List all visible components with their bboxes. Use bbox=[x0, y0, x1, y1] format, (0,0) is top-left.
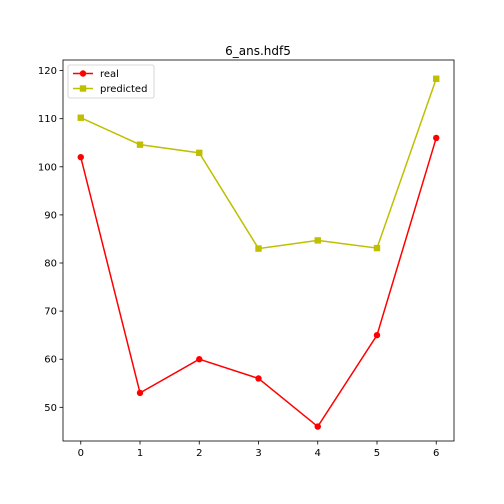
data-point bbox=[196, 149, 203, 157]
series-line-1 bbox=[80, 137, 437, 428]
x-tick-label: 1 bbox=[137, 448, 143, 459]
y-tick-label: 50 bbox=[44, 403, 57, 414]
data-point bbox=[77, 153, 84, 161]
data-point bbox=[77, 114, 84, 121]
axes: 0 1 2 3 4 5 6 50 60 70 80 90 100 110 120 bbox=[38, 59, 455, 459]
data-point bbox=[255, 245, 262, 252]
data-point bbox=[373, 331, 381, 339]
series-line-2 bbox=[80, 78, 437, 250]
x-tick-label: 6 bbox=[433, 448, 439, 459]
x-tick-label: 0 bbox=[78, 448, 84, 459]
x-tick-label: 3 bbox=[255, 448, 261, 459]
y-tick-label: 60 bbox=[44, 355, 57, 366]
plot-area bbox=[77, 75, 440, 430]
legend-marker bbox=[79, 70, 87, 77]
x-tick-label: 2 bbox=[196, 448, 202, 459]
x-tick-label: 4 bbox=[315, 448, 321, 459]
legend-marker bbox=[79, 85, 87, 92]
data-point bbox=[136, 141, 144, 148]
data-point bbox=[136, 389, 144, 397]
x-tick-label: 5 bbox=[374, 448, 380, 459]
data-point bbox=[314, 237, 321, 244]
y-tick-label: 80 bbox=[44, 259, 57, 270]
legend-label: predicted bbox=[100, 84, 147, 95]
y-tick-label: 90 bbox=[44, 210, 57, 221]
legend-label: real bbox=[100, 69, 119, 80]
data-point bbox=[433, 134, 440, 142]
chart-title: 6_ans.hdf5 bbox=[225, 44, 291, 58]
data-point bbox=[196, 356, 203, 363]
y-tick-label: 70 bbox=[44, 307, 57, 318]
y-tick-label: 100 bbox=[38, 162, 57, 173]
data-point bbox=[373, 244, 381, 252]
legend: real predicted bbox=[67, 64, 155, 99]
data-point bbox=[314, 423, 321, 430]
y-tick-label: 110 bbox=[38, 114, 57, 125]
y-tick-label: 120 bbox=[38, 66, 57, 77]
data-point bbox=[255, 375, 262, 382]
data-point bbox=[433, 75, 440, 82]
